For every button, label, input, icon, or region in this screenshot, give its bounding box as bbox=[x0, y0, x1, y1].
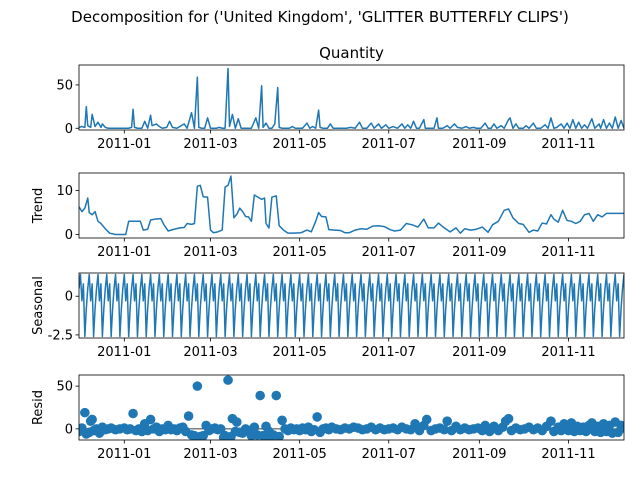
trend-ylabel: Trend bbox=[31, 188, 46, 225]
resid-ylabel: Resid bbox=[31, 390, 46, 425]
trend-xtick-label: 2011-05 bbox=[272, 245, 326, 260]
seasonal-xtick-label: 2011-03 bbox=[183, 345, 237, 360]
resid-xtick-label: 2011-07 bbox=[362, 447, 416, 462]
resid-point bbox=[183, 411, 194, 421]
resid-point bbox=[223, 375, 233, 385]
resid-point bbox=[439, 424, 450, 435]
resid-point bbox=[271, 390, 282, 401]
seasonal-plot-area bbox=[79, 273, 624, 338]
resid-point bbox=[232, 417, 242, 427]
resid-point bbox=[559, 418, 569, 429]
resid-point bbox=[87, 414, 97, 425]
resid-point bbox=[410, 418, 420, 429]
quantity-plot-area bbox=[79, 67, 624, 130]
resid-point bbox=[619, 423, 624, 433]
resid-point bbox=[80, 407, 90, 418]
resid-point bbox=[249, 422, 260, 432]
resid-xtick-label: 2011-01 bbox=[97, 447, 151, 462]
resid-point bbox=[546, 416, 556, 426]
seasonal-axes-frame bbox=[78, 272, 625, 339]
seasonal-xtick-label: 2011-11 bbox=[541, 345, 595, 360]
resid-point bbox=[192, 381, 203, 391]
quantity-xtick-label: 2011-05 bbox=[272, 137, 326, 152]
quantity-panel: 0 50 2011-01 2011-03 2011-05 2011-07 2011-09 20… bbox=[56, 44, 625, 152]
seasonal-xtick-label: 2011-01 bbox=[97, 345, 151, 360]
trend-axes-frame bbox=[78, 172, 625, 239]
resid-point bbox=[312, 412, 322, 422]
trend-plot-area bbox=[79, 175, 624, 236]
quantity-panel-title: Quantity bbox=[319, 44, 384, 62]
seasonal-xtick-label: 2011-09 bbox=[452, 345, 506, 360]
resid-point bbox=[421, 414, 432, 425]
trend-xtick-label: 2011-07 bbox=[362, 245, 416, 260]
resid-ytick-label: 50 bbox=[56, 380, 73, 395]
seasonal-xtick-label: 2011-05 bbox=[272, 345, 326, 360]
resid-point bbox=[215, 424, 226, 434]
trend-xtick-label: 2011-09 bbox=[452, 245, 506, 260]
quantity-ytick-label: 50 bbox=[56, 78, 73, 93]
quantity-xtick-label: 2011-03 bbox=[183, 137, 237, 152]
trend-ytick-label: 10 bbox=[56, 184, 73, 199]
seasonal-series-line bbox=[79, 273, 624, 338]
trend-ytick-label: 0 bbox=[65, 228, 73, 243]
seasonal-panel: -2.5 0 2011-01 2011-03 2011-05 2011-07 2011-09… bbox=[31, 272, 625, 360]
resid-xtick-label: 2011-03 bbox=[183, 447, 237, 462]
trend-xtick-label: 2011-11 bbox=[541, 245, 595, 260]
resid-panel: 0 50 2011-01 2011-03 2011-05 2011-07 2011-09 20… bbox=[31, 374, 625, 462]
resid-point bbox=[503, 413, 514, 424]
resid-point bbox=[442, 416, 453, 426]
resid-point bbox=[255, 390, 265, 401]
trend-panel: 0 10 2011-01 2011-03 2011-05 2011-07 2011-09 20… bbox=[31, 172, 625, 260]
quantity-xtick-label: 2011-01 bbox=[97, 137, 151, 152]
seasonal-xtick-label: 2011-07 bbox=[362, 345, 416, 360]
quantity-xtick-label: 2011-09 bbox=[452, 137, 506, 152]
resid-point bbox=[277, 415, 287, 426]
quantity-ytick-label: 0 bbox=[65, 122, 73, 137]
resid-plot-area bbox=[79, 375, 624, 440]
resid-point bbox=[145, 414, 156, 425]
panels-group: 0 50 2011-01 2011-03 2011-05 2011-07 2011-09 20… bbox=[31, 44, 625, 462]
resid-point bbox=[128, 408, 138, 419]
trend-xtick-label: 2011-01 bbox=[97, 245, 151, 260]
figure-suptitle: Decomposition for ('United Kingdom', 'GL… bbox=[71, 8, 569, 26]
resid-xtick-label: 2011-11 bbox=[541, 447, 595, 462]
resid-point bbox=[274, 431, 284, 440]
quantity-axes-frame bbox=[78, 64, 625, 131]
quantity-xtick-label: 2011-11 bbox=[541, 137, 595, 152]
resid-axes-frame bbox=[78, 374, 625, 441]
resid-xtick-label: 2011-09 bbox=[452, 447, 506, 462]
seasonal-ytick-label: 0 bbox=[65, 290, 73, 305]
resid-xtick-label: 2011-05 bbox=[272, 447, 326, 462]
resid-ytick-label: 0 bbox=[65, 422, 73, 437]
quantity-xtick-label: 2011-07 bbox=[362, 137, 416, 152]
trend-xtick-label: 2011-03 bbox=[183, 245, 237, 260]
trend-series-line bbox=[79, 175, 624, 236]
quantity-series-line bbox=[79, 67, 624, 130]
seasonal-ytick-label: -2.5 bbox=[48, 328, 73, 343]
seasonal-ylabel: Seasonal bbox=[31, 276, 46, 335]
